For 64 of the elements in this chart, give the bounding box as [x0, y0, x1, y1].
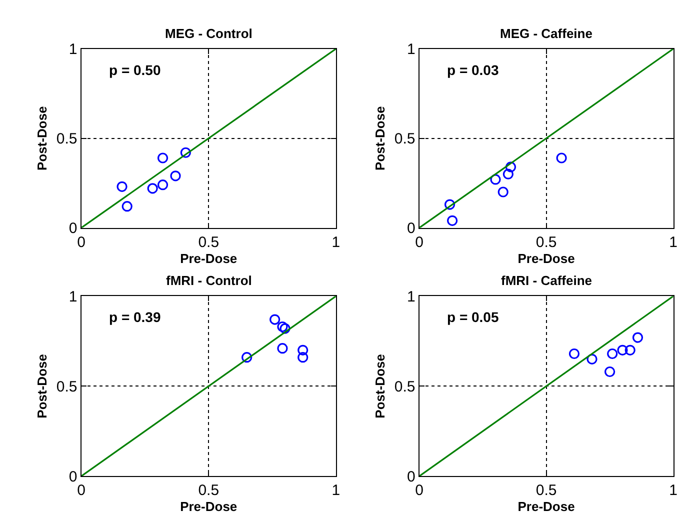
y-tick-label: 0.5: [394, 378, 416, 396]
x-tick-label: 0.5: [536, 234, 557, 251]
y-tick-label: 1: [68, 288, 78, 306]
point: [444, 199, 456, 210]
x-tick-label: 0.5: [198, 234, 220, 251]
annotation: p = 0.05: [447, 309, 499, 325]
point: [617, 344, 628, 356]
chart-title: MEG - Control: [165, 26, 252, 41]
x-tick-label: 0.5: [536, 482, 557, 500]
point: [157, 152, 168, 164]
y-tick-label: 0.5: [394, 130, 416, 148]
y-tick-label: 0.5: [56, 378, 78, 396]
y-tick-label: 0.5: [56, 130, 78, 148]
point: [447, 215, 458, 226]
point: [586, 354, 598, 364]
point: [632, 332, 644, 343]
y-tick-label: 1: [406, 288, 416, 306]
point: [505, 162, 516, 172]
chart-title: MEG - Caffeine: [500, 26, 592, 41]
x-axis-title: Pre-Dose: [180, 250, 238, 266]
point: [502, 168, 514, 180]
y-tick-label: 0: [406, 468, 416, 486]
point: [270, 314, 280, 325]
y-axis-title: Post-Dose: [372, 106, 388, 170]
x-tick-label: 1: [332, 234, 340, 251]
chart-title: fMRI - Caffeine: [501, 273, 592, 288]
x-axis-title: Pre-Dose: [518, 499, 575, 514]
point: [242, 352, 252, 363]
annotation: p = 0.03: [447, 62, 499, 78]
y-tick-label: 1: [406, 41, 416, 58]
y-axis-title: Post-Dose: [34, 354, 50, 418]
x-axis-title: Pre-Dose: [180, 499, 238, 514]
point: [556, 152, 567, 164]
y-axis-title: Post-Dose: [34, 106, 50, 170]
point: [624, 344, 636, 356]
chart-title: fMRI - Control: [166, 273, 252, 288]
point: [277, 321, 288, 332]
point: [298, 344, 308, 356]
point: [180, 147, 191, 158]
point: [490, 174, 501, 185]
point: [498, 186, 508, 198]
point: [298, 352, 308, 363]
point: [607, 348, 618, 360]
point: [170, 170, 181, 182]
x-axis-title: Pre-Dose: [518, 250, 575, 266]
annotation: p = 0.39: [109, 309, 161, 325]
point: [122, 201, 132, 212]
x-tick-label: 1: [669, 234, 678, 251]
y-tick-label: 0: [68, 220, 78, 238]
y-tick-label: 0: [406, 220, 416, 238]
x-tick-label: 1: [332, 482, 340, 500]
point: [277, 343, 288, 354]
point: [147, 183, 158, 194]
point: [604, 366, 616, 378]
x-tick-label: 0.5: [198, 482, 220, 500]
x-tick-label: 1: [669, 482, 678, 500]
point: [568, 348, 580, 360]
annotation: p = 0.50: [109, 62, 161, 78]
y-axis-title: Post-Dose: [372, 354, 388, 418]
point: [116, 181, 128, 192]
point: [280, 323, 290, 334]
point: [157, 180, 168, 190]
y-tick-label: 0: [68, 468, 78, 486]
y-tick-label: 1: [68, 41, 78, 58]
